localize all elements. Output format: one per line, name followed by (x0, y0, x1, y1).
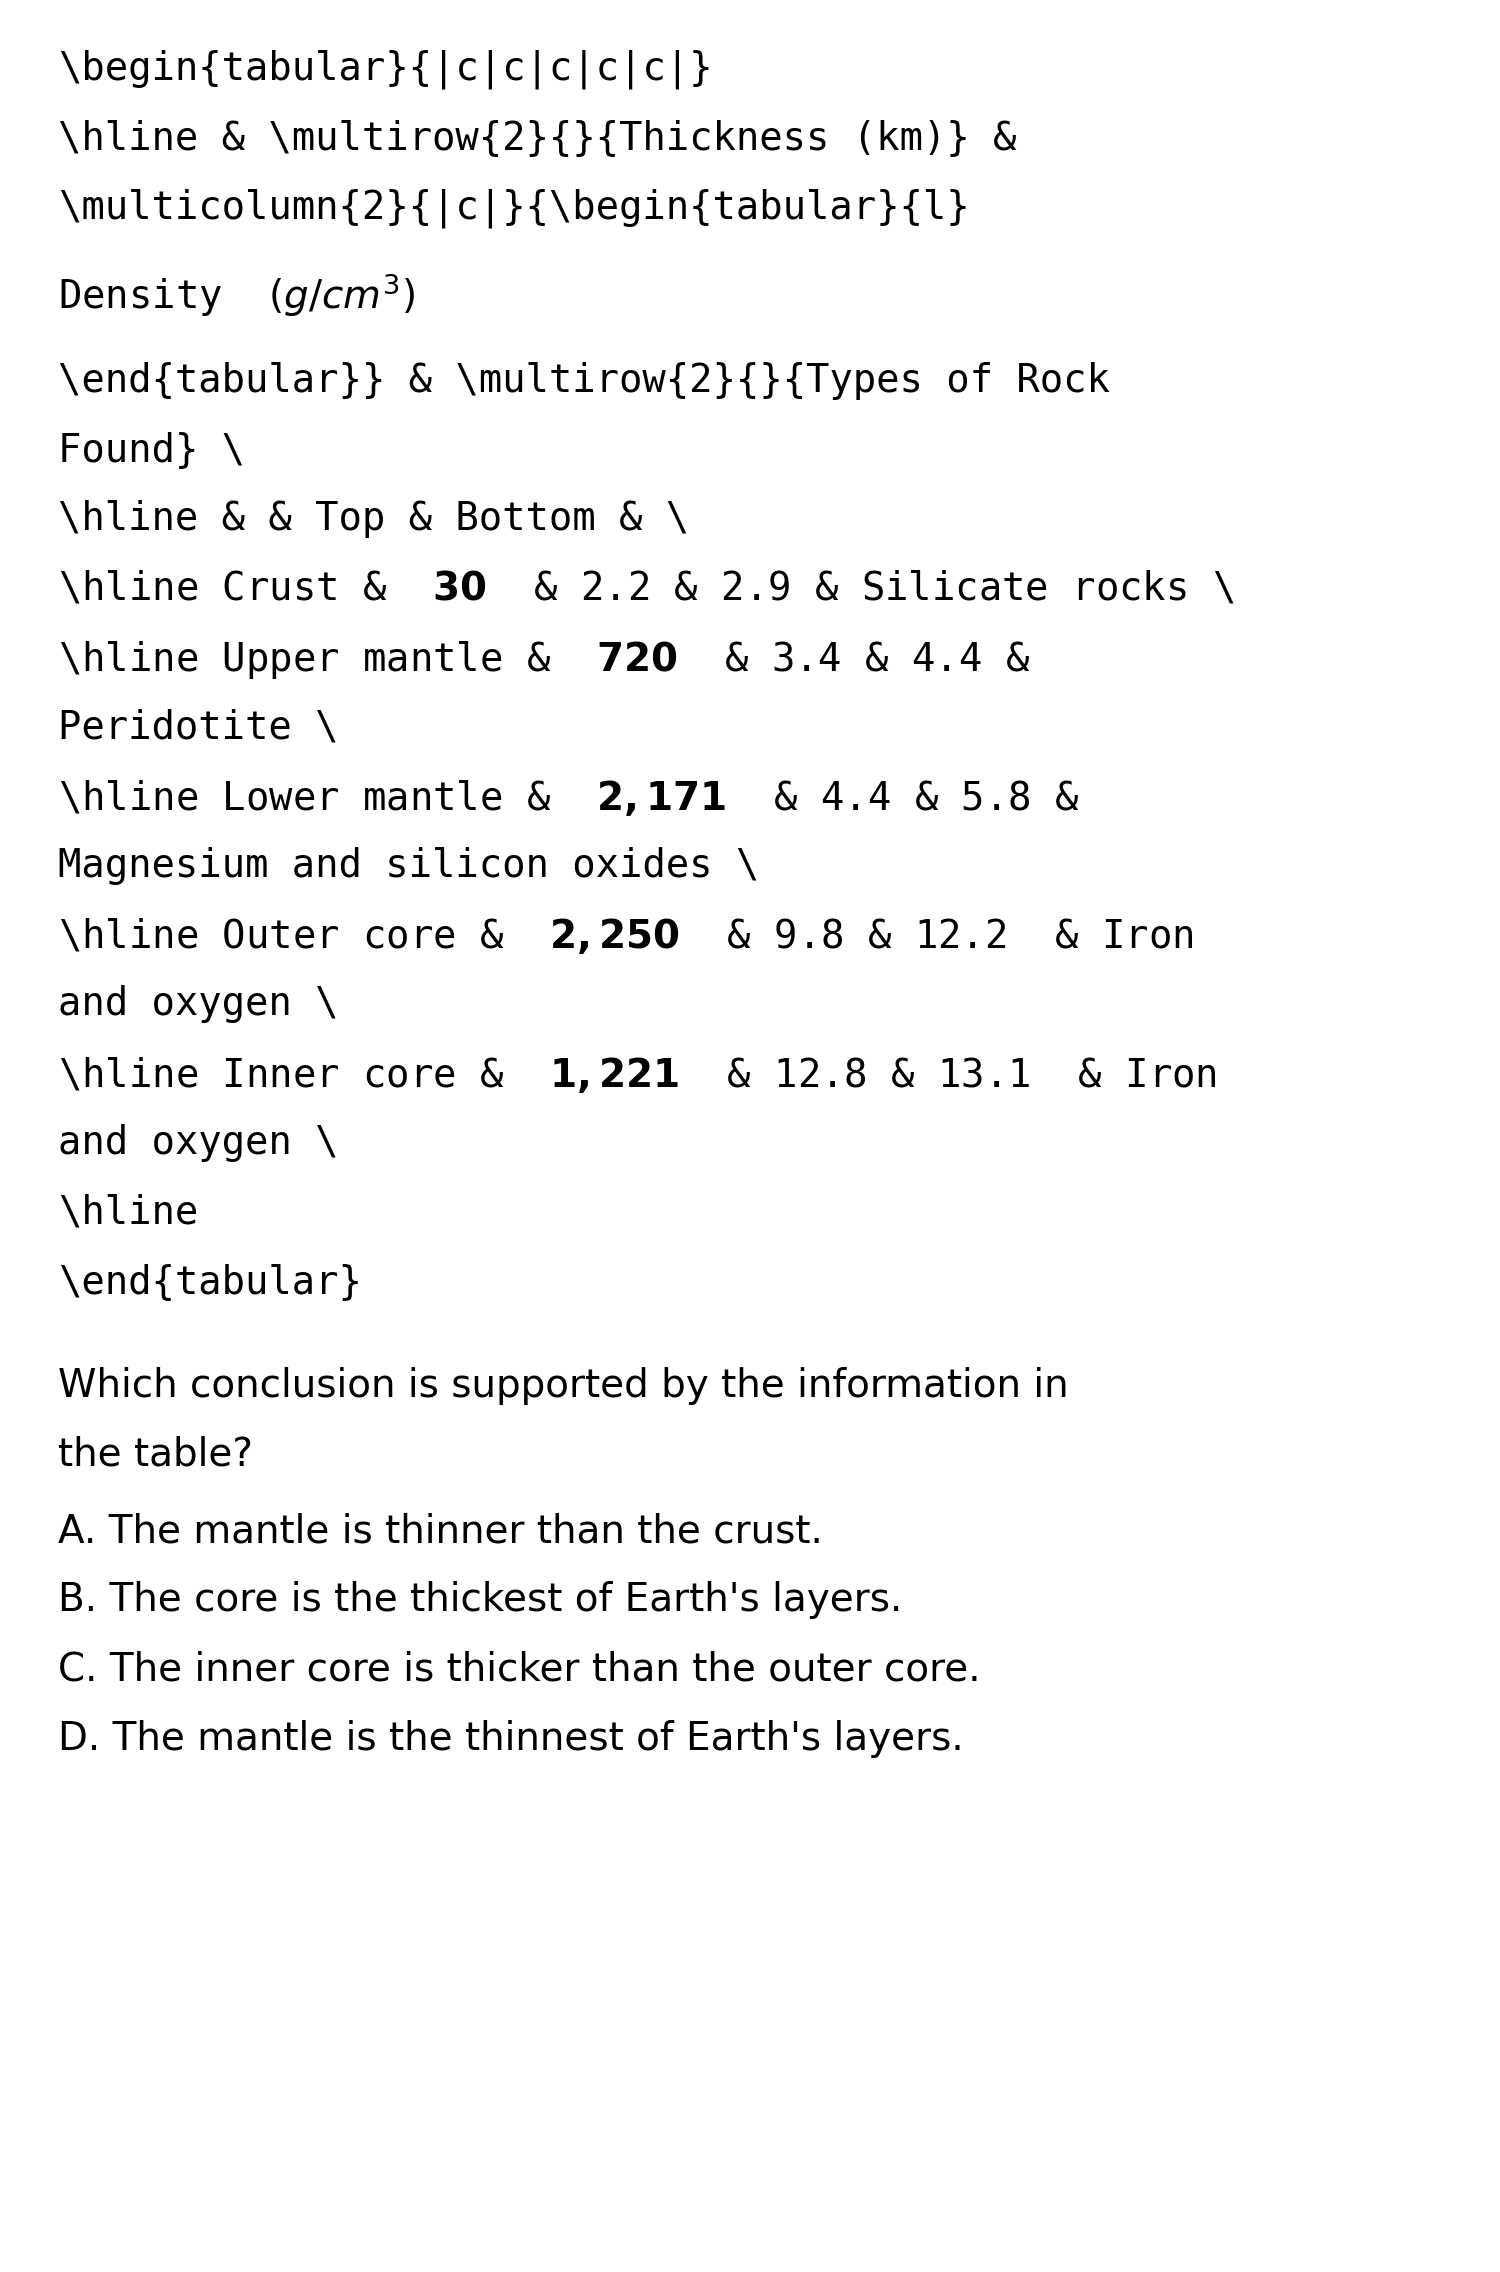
Text: and oxygen \: and oxygen \ (57, 986, 338, 1022)
Text: D. The mantle is the thinnest of Earth's layers.: D. The mantle is the thinnest of Earth's… (57, 1720, 963, 1759)
Text: B. The core is the thickest of Earth's layers.: B. The core is the thickest of Earth's l… (57, 1581, 901, 1620)
Text: the table?: the table? (57, 1436, 252, 1475)
Text: C. The inner core is thicker than the outer core.: C. The inner core is thicker than the ou… (57, 1652, 980, 1688)
Text: \end{tabular}} & \multirow{2}{}{Types of Rock: \end{tabular}} & \multirow{2}{}{Types of… (57, 361, 1110, 400)
Text: A. The mantle is thinner than the crust.: A. The mantle is thinner than the crust. (57, 1513, 822, 1550)
Text: \begin{tabular}{|c|c|c|c|c|}: \begin{tabular}{|c|c|c|c|c|} (57, 50, 712, 89)
Text: Peridotite \: Peridotite \ (57, 709, 338, 745)
Text: \hline Lower mantle &  $\mathbf{2,171}$  & 4.4 & 5.8 &: \hline Lower mantle & $\mathbf{2,171}$ &… (57, 777, 1080, 818)
Text: \hline Inner core &  $\mathbf{1,221}$  & 12.8 & 13.1  & Iron: \hline Inner core & $\mathbf{1,221}$ & 1… (57, 1054, 1216, 1095)
Text: Density  $(g/cm^3)$: Density $(g/cm^3)$ (57, 273, 414, 320)
Text: Which conclusion is supported by the information in: Which conclusion is supported by the inf… (57, 1368, 1068, 1404)
Text: Magnesium and silicon oxides \: Magnesium and silicon oxides \ (57, 847, 759, 884)
Text: Found} \: Found} \ (57, 432, 244, 468)
Text: \hline & \multirow{2}{}{Thickness (km)} &: \hline & \multirow{2}{}{Thickness (km)} … (57, 120, 1016, 157)
Text: \multicolumn{2}{|c|}{\begin{tabular}{l}: \multicolumn{2}{|c|}{\begin{tabular}{l} (57, 189, 969, 227)
Text: \hline & & Top & Bottom & \: \hline & & Top & Bottom & \ (57, 500, 689, 538)
Text: \hline Upper mantle &  $\mathbf{720}$  & 3.4 & 4.4 &: \hline Upper mantle & $\mathbf{720}$ & 3… (57, 638, 1030, 682)
Text: \hline: \hline (57, 1193, 198, 1231)
Text: \hline Crust &  $\mathbf{30}$  & 2.2 & 2.9 & Silicate rocks \: \hline Crust & $\mathbf{30}$ & 2.2 & 2.9… (57, 570, 1234, 607)
Text: \hline Outer core &  $\mathbf{2,250}$  & 9.8 & 12.2  & Iron: \hline Outer core & $\mathbf{2,250}$ & 9… (57, 916, 1192, 957)
Text: \end{tabular}: \end{tabular} (57, 1263, 362, 1300)
Text: and oxygen \: and oxygen \ (57, 1125, 338, 1161)
